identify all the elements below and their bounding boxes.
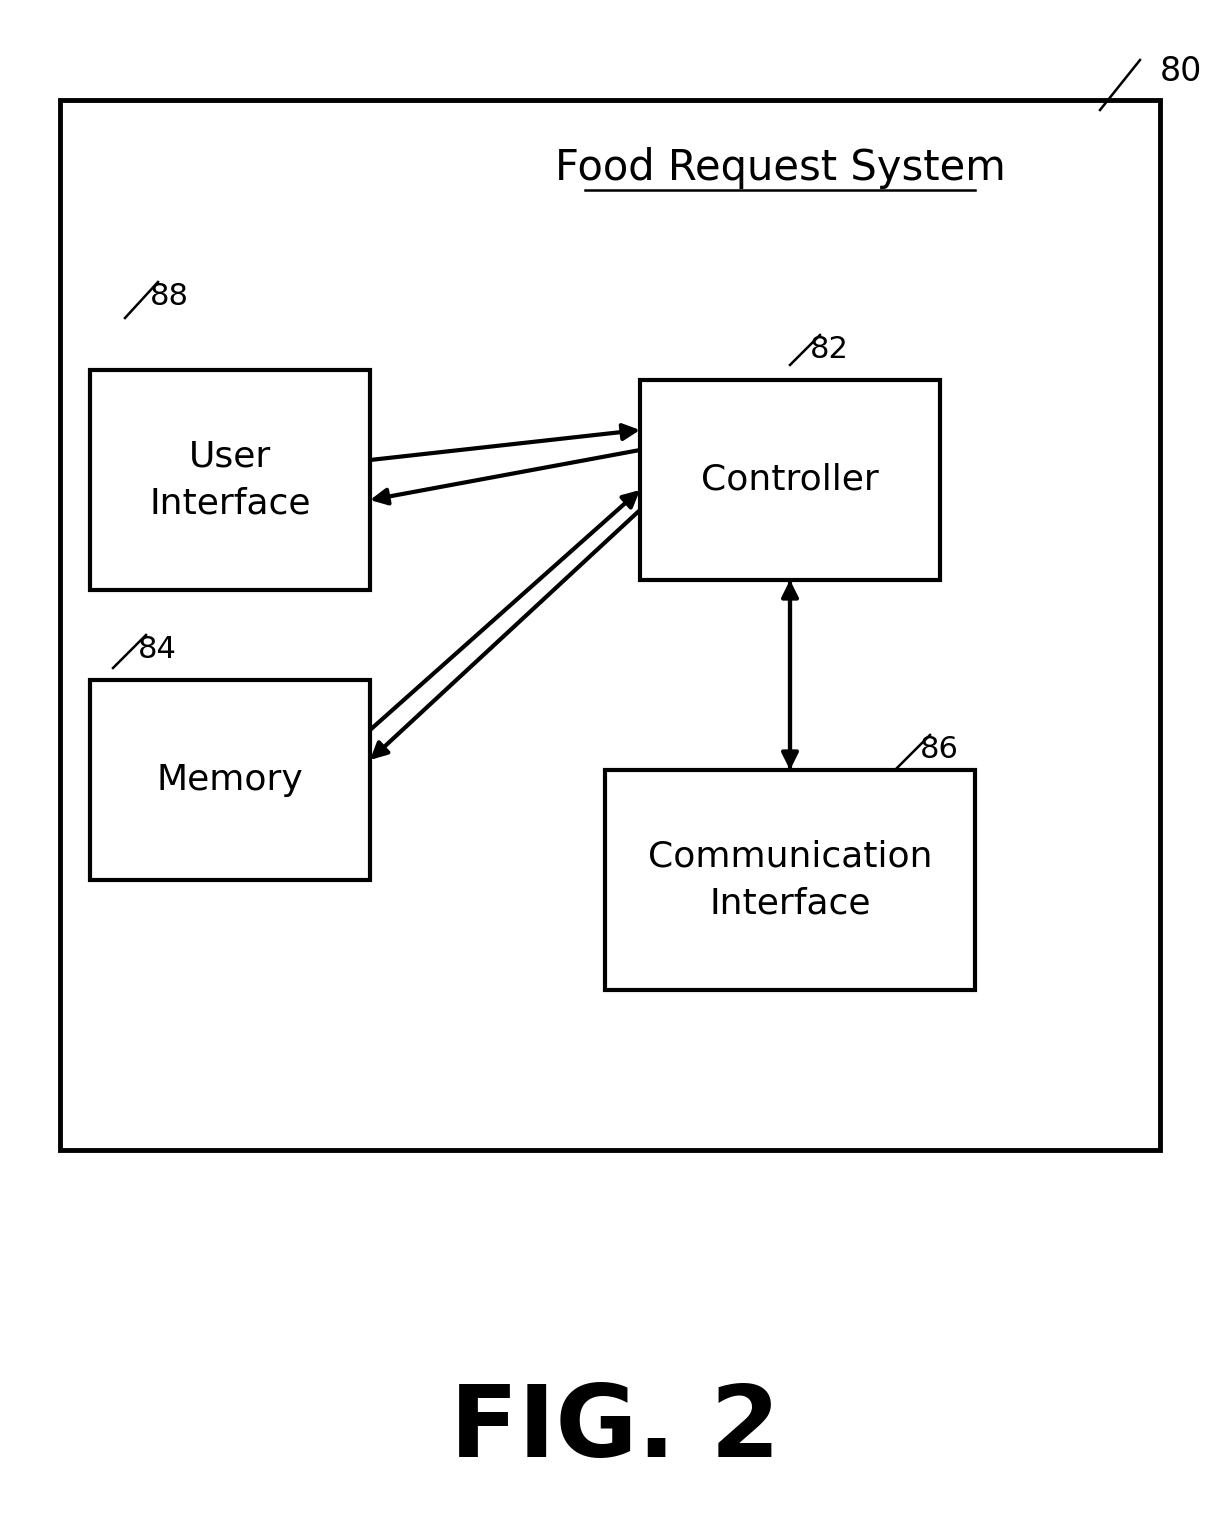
Text: Memory: Memory [156,762,303,798]
Text: Food Request System: Food Request System [555,147,1006,189]
Text: 88: 88 [150,283,190,312]
Text: 80: 80 [1160,55,1203,89]
Text: Controller: Controller [702,463,879,497]
Bar [90,680,371,880]
Text: Communication
Interface: Communication Interface [648,839,932,921]
Bar [604,770,975,990]
Text: 84: 84 [138,636,177,665]
Text: 82: 82 [810,335,849,364]
Bar [90,370,371,590]
Text: 86: 86 [920,735,959,764]
Bar [640,380,940,581]
Text: User
Interface: User Interface [149,439,310,521]
Text: FIG. 2: FIG. 2 [451,1381,780,1479]
Bar [60,99,1160,1151]
